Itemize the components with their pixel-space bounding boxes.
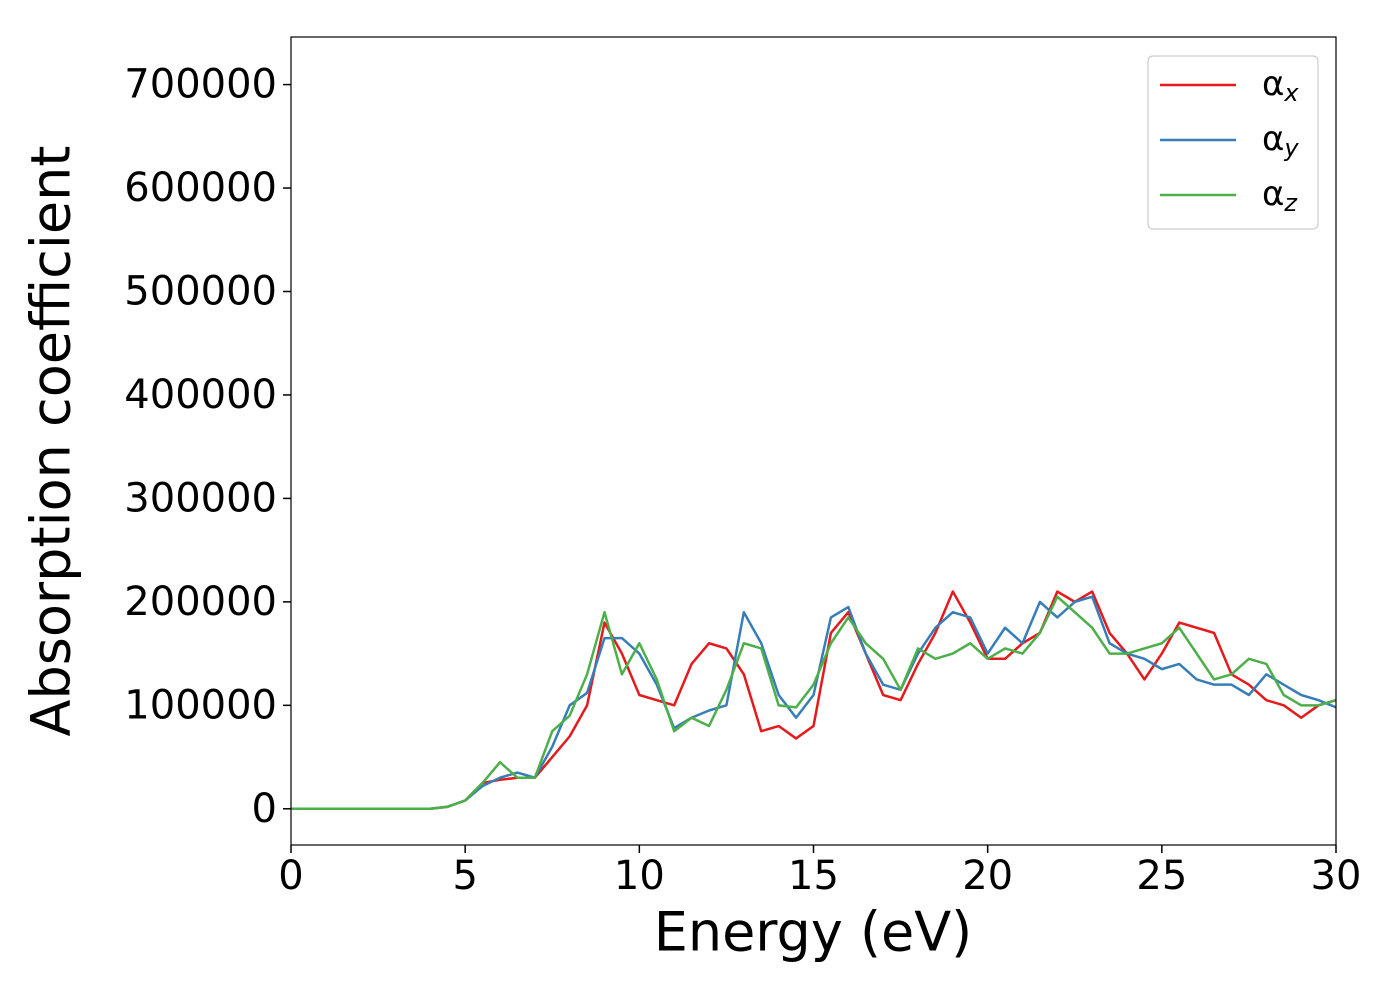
y-tick-label: 300000 bbox=[124, 475, 277, 521]
x-tick-label: 10 bbox=[614, 853, 665, 899]
y-tick-label: 200000 bbox=[124, 579, 277, 625]
series-line bbox=[291, 595, 1336, 811]
legend-label: αz bbox=[1262, 174, 1298, 218]
x-tick-label: 5 bbox=[452, 853, 477, 899]
x-tick-label: 0 bbox=[278, 853, 303, 899]
x-tick-label: 15 bbox=[788, 853, 839, 899]
legend-label: αy bbox=[1262, 119, 1299, 163]
y-tick-label: 500000 bbox=[124, 269, 277, 315]
y-tick-label: 0 bbox=[252, 786, 277, 832]
y-tick-label: 600000 bbox=[124, 165, 277, 211]
x-tick-label: 25 bbox=[1136, 853, 1187, 899]
legend-box bbox=[1147, 55, 1319, 230]
y-tick-label: 400000 bbox=[124, 372, 277, 418]
x-axis-label: Energy (eV) bbox=[654, 901, 973, 964]
x-tick-label: 30 bbox=[1311, 853, 1362, 899]
y-tick-label: 700000 bbox=[124, 62, 277, 108]
legend-label: αx bbox=[1262, 64, 1299, 108]
x-tick-label: 20 bbox=[962, 853, 1013, 899]
plot-frame bbox=[290, 36, 1337, 846]
y-axis-label: Absorption coefficient bbox=[20, 146, 83, 737]
y-tick-label: 100000 bbox=[124, 682, 277, 728]
